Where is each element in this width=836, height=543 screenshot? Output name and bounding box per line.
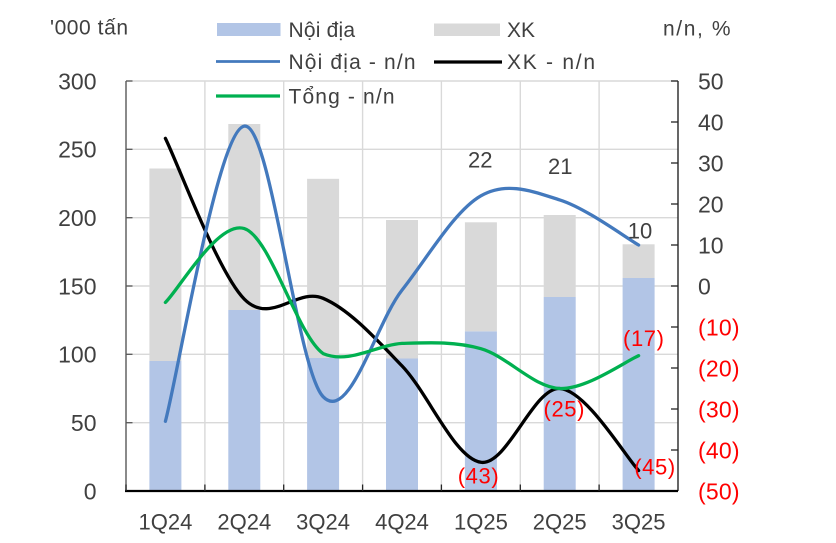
svg-text:(10): (10) [698,314,740,340]
svg-text:3Q24: 3Q24 [296,509,350,534]
svg-text:30: 30 [698,150,724,176]
svg-text:(43): (43) [458,463,499,488]
svg-text:2Q25: 2Q25 [533,509,587,534]
svg-text:(20): (20) [698,355,740,381]
svg-text:10: 10 [628,219,652,244]
svg-text:(45): (45) [634,454,675,479]
svg-text:250: 250 [58,137,96,163]
svg-text:2Q24: 2Q24 [217,509,271,534]
svg-text:50: 50 [698,68,724,94]
svg-text:0: 0 [698,273,711,299]
svg-text:(40): (40) [698,437,740,463]
svg-text:'000 tấn: '000 tấn [50,17,128,40]
svg-text:(30): (30) [698,396,740,422]
svg-text:1Q25: 1Q25 [454,509,508,534]
svg-text:Nội địa: Nội địa [289,19,356,42]
svg-text:Tổng - n/n: Tổng - n/n [289,86,395,109]
svg-text:300: 300 [58,68,96,94]
svg-text:4Q24: 4Q24 [375,509,429,534]
svg-text:40: 40 [698,109,724,135]
svg-text:150: 150 [58,273,96,299]
svg-text:(25): (25) [544,396,585,421]
svg-text:50: 50 [71,410,97,436]
svg-text:20: 20 [698,191,724,217]
svg-text:XK: XK [507,19,535,42]
svg-text:0: 0 [84,478,97,504]
svg-text:XK - n/n: XK - n/n [507,51,595,74]
svg-text:Nội địa - n/n: Nội địa - n/n [289,51,416,74]
svg-text:10: 10 [698,232,724,258]
svg-text:3Q25: 3Q25 [612,509,666,534]
svg-text:1Q24: 1Q24 [138,509,192,534]
svg-text:200: 200 [58,205,96,231]
svg-text:(17): (17) [623,326,664,351]
svg-text:100: 100 [58,342,96,368]
svg-text:n/n, %: n/n, % [663,18,731,41]
svg-text:21: 21 [548,154,572,179]
svg-text:22: 22 [468,148,492,173]
svg-text:(50): (50) [698,478,740,504]
